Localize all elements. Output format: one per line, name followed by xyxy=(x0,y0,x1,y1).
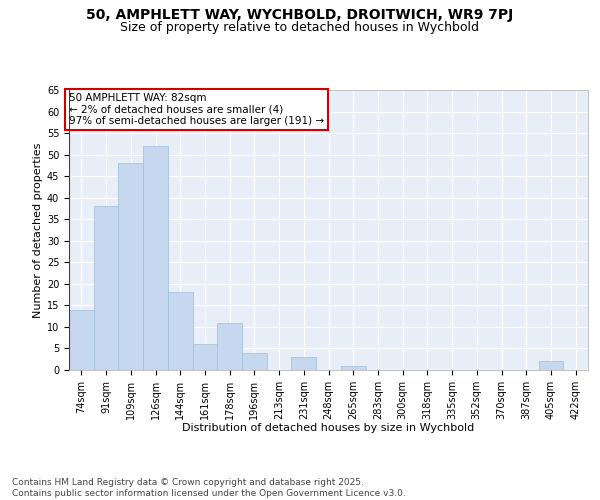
X-axis label: Distribution of detached houses by size in Wychbold: Distribution of detached houses by size … xyxy=(182,424,475,434)
Bar xyxy=(69,310,94,370)
Bar xyxy=(193,344,217,370)
Bar xyxy=(143,146,168,370)
Bar xyxy=(341,366,365,370)
Text: Contains HM Land Registry data © Crown copyright and database right 2025.
Contai: Contains HM Land Registry data © Crown c… xyxy=(12,478,406,498)
Text: 50 AMPHLETT WAY: 82sqm
← 2% of detached houses are smaller (4)
97% of semi-detac: 50 AMPHLETT WAY: 82sqm ← 2% of detached … xyxy=(69,93,324,126)
Text: Size of property relative to detached houses in Wychbold: Size of property relative to detached ho… xyxy=(121,21,479,34)
Y-axis label: Number of detached properties: Number of detached properties xyxy=(32,142,43,318)
Bar xyxy=(539,362,563,370)
Bar xyxy=(217,322,242,370)
Bar xyxy=(94,206,118,370)
Bar xyxy=(168,292,193,370)
Bar xyxy=(118,163,143,370)
Text: 50, AMPHLETT WAY, WYCHBOLD, DROITWICH, WR9 7PJ: 50, AMPHLETT WAY, WYCHBOLD, DROITWICH, W… xyxy=(86,8,514,22)
Bar xyxy=(242,353,267,370)
Bar xyxy=(292,357,316,370)
